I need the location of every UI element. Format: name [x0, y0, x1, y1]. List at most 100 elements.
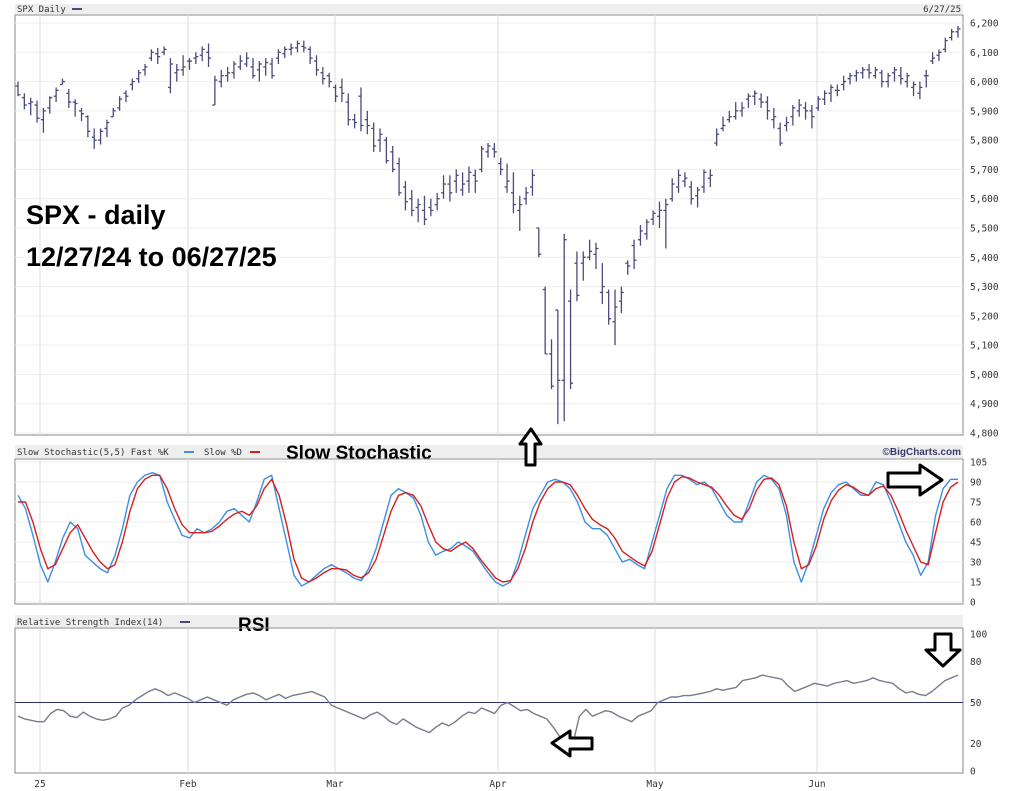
price-bar — [517, 195, 523, 231]
price-bar — [771, 107, 777, 129]
price-bar — [66, 88, 72, 108]
price-y-tick: 6,100 — [970, 48, 999, 59]
price-bar — [911, 81, 917, 97]
price-bar — [510, 172, 516, 214]
price-bar — [117, 96, 123, 111]
price-bar — [402, 181, 408, 211]
stoch-y-tick: 15 — [970, 578, 981, 589]
price-bar — [428, 198, 434, 217]
price-bar — [59, 78, 65, 86]
price-bar — [726, 110, 732, 123]
price-bar — [885, 72, 891, 88]
price-bar — [396, 157, 402, 196]
price-bar — [225, 66, 231, 82]
stoch-y-axis: 105 90 75 60 45 30 15 0 — [970, 458, 987, 609]
price-bar — [180, 55, 186, 76]
price-bar — [498, 157, 504, 176]
rsi-legend-swatch — [180, 621, 190, 623]
price-bar — [828, 84, 834, 103]
price-bar — [529, 169, 535, 196]
price-bar — [447, 175, 453, 202]
price-bar — [364, 110, 370, 135]
price-bar — [790, 105, 796, 126]
price-bar — [574, 251, 580, 302]
stoch-y-tick: 105 — [970, 458, 987, 469]
price-y-axis: 6,200 6,100 6,000 5,900 5,800 5,700 5,600 5,500… — [970, 19, 999, 440]
price-bar — [85, 115, 91, 138]
price-bar — [701, 169, 707, 193]
price-y-tick: 5,100 — [970, 341, 999, 352]
price-bar — [250, 58, 256, 79]
price-bar — [809, 105, 815, 129]
price-bar — [40, 107, 46, 133]
price-bar — [155, 47, 161, 64]
price-bar — [549, 339, 555, 390]
price-bar — [307, 46, 313, 64]
price-bar — [669, 178, 675, 202]
price-bar — [136, 69, 142, 84]
price-y-tick: 5,500 — [970, 224, 999, 235]
price-bar — [193, 52, 199, 64]
price-bar — [733, 102, 739, 120]
price-bar — [472, 169, 478, 193]
price-bar — [676, 169, 682, 193]
price-bar — [637, 225, 643, 246]
price-y-tick: 5,800 — [970, 136, 999, 147]
stoch-panel-frame — [14, 458, 964, 605]
price-bar — [739, 102, 745, 117]
price-y-tick: 6,000 — [970, 77, 999, 88]
price-bar — [949, 28, 955, 41]
rsi-y-tick: 50 — [970, 698, 982, 709]
price-bar — [288, 43, 294, 56]
price-y-tick: 4,800 — [970, 429, 999, 440]
price-bar — [47, 96, 53, 114]
price-bar — [301, 40, 307, 53]
rsi-heading: RSI — [238, 615, 270, 636]
price-y-tick: 5,900 — [970, 106, 999, 117]
price-legend-swatch — [72, 8, 82, 10]
price-bar — [707, 169, 713, 187]
stoch-y-tick: 30 — [970, 558, 982, 569]
price-bar — [371, 122, 377, 152]
price-bar — [714, 128, 720, 146]
price-date-label: 6/27/25 — [923, 5, 961, 15]
price-bar — [923, 69, 929, 88]
price-bar — [796, 99, 802, 117]
price-bar — [542, 286, 548, 355]
price-bar — [148, 49, 154, 62]
price-bar — [358, 87, 364, 132]
price-y-tick: 5,600 — [970, 194, 999, 205]
stoch-y-tick: 75 — [970, 498, 981, 509]
price-bar — [695, 187, 701, 208]
price-y-tick: 5,200 — [970, 311, 999, 322]
price-bar — [199, 46, 205, 62]
price-bar — [587, 239, 593, 261]
stoch-panel-title: Slow Stochastic(5,5) Fast %K — [17, 448, 169, 458]
price-bar — [186, 58, 192, 70]
price-bar — [231, 61, 237, 79]
price-bar — [580, 251, 586, 281]
arrow-left-icon — [550, 729, 594, 758]
price-y-tick: 5,300 — [970, 282, 999, 293]
price-bar — [853, 69, 859, 82]
price-bar — [15, 81, 21, 97]
price-bar — [377, 128, 383, 152]
price-bar — [460, 172, 466, 196]
stoch-y-tick: 45 — [970, 538, 981, 549]
price-bar — [409, 189, 415, 217]
price-y-tick: 5,700 — [970, 165, 999, 176]
price-bar — [777, 122, 783, 146]
slow-d-legend-label: Slow %D — [204, 448, 242, 458]
price-bar — [256, 61, 262, 82]
price-bar — [34, 100, 40, 123]
price-bar — [784, 116, 790, 132]
price-panel-title: SPX Daily — [17, 5, 66, 15]
price-bar — [644, 219, 650, 240]
chart-label-title: SPX - daily — [26, 200, 166, 230]
price-bar — [441, 175, 447, 199]
x-axis-labels: 25 Feb Mar Apr May Jun — [34, 779, 825, 790]
price-y-tick: 5,400 — [970, 253, 999, 264]
price-bar — [339, 78, 345, 103]
price-bar — [206, 43, 212, 67]
price-bars — [15, 25, 961, 425]
